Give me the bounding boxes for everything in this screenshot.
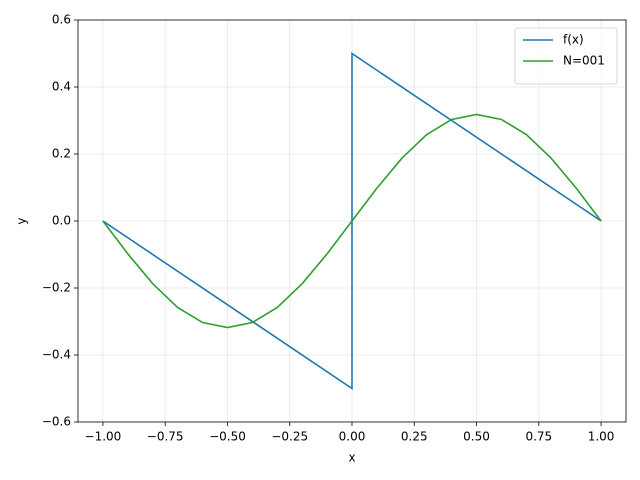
legend-label: N=001	[563, 54, 605, 68]
x-tick-label: −0.75	[147, 430, 184, 444]
y-tick-label: 0.6	[52, 13, 71, 27]
x-axis-label: x	[348, 451, 355, 465]
y-tick-label: 0.2	[52, 147, 71, 161]
y-tick-label: −0.2	[42, 281, 71, 295]
legend-label: f(x)	[563, 33, 584, 47]
y-tick-label: 0.4	[52, 80, 71, 94]
legend-box	[514, 27, 618, 85]
x-tick-label: 0.75	[525, 430, 552, 444]
x-tick-label: −0.25	[271, 430, 308, 444]
x-tick-label: −1.00	[85, 430, 122, 444]
x-tick-label: −0.50	[209, 430, 246, 444]
y-tick-label: −0.6	[42, 415, 71, 429]
x-tick-label: 1.00	[588, 430, 615, 444]
x-tick-label: 0.00	[339, 430, 366, 444]
y-axis-label: y	[15, 217, 29, 224]
x-tick-label: 0.50	[463, 430, 490, 444]
y-tick-label: −0.4	[42, 348, 71, 362]
y-tick-label: 0.0	[52, 214, 71, 228]
x-tick-label: 0.25	[401, 430, 428, 444]
data-line	[102, 113, 602, 329]
plot-frame	[77, 19, 627, 423]
